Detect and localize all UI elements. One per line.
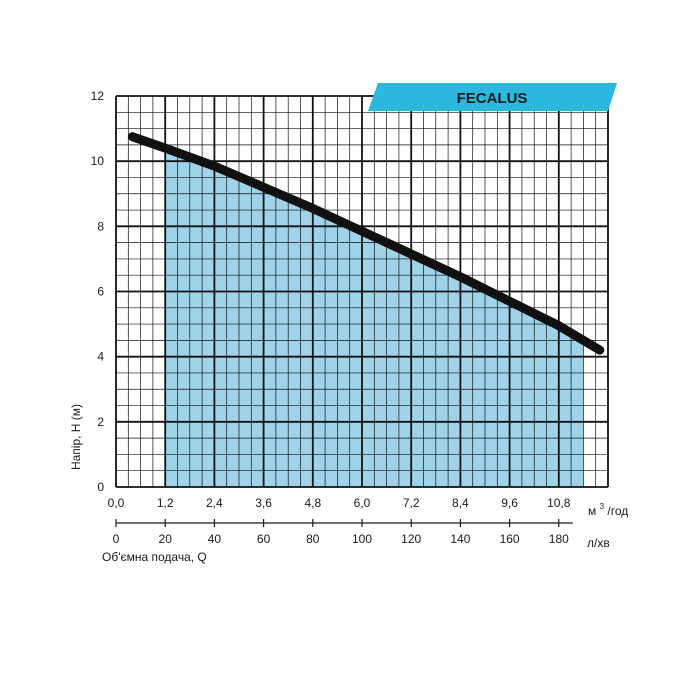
grid [115, 95, 609, 488]
x-tick-label: 3,6 [255, 496, 272, 510]
x-axis-label-secondary: Об'ємна подача, Q [102, 550, 207, 564]
x2-tick-label: 100 [352, 532, 372, 546]
x-unit-superscript: 3 [600, 502, 605, 511]
y-tick-label: 6 [97, 285, 104, 299]
y-tick-labels: 0 2 4 6 8 10 12 [91, 89, 105, 494]
x2-tick-label: 120 [401, 532, 421, 546]
x-unit-base: м [588, 504, 596, 518]
y-tick-label: 4 [97, 350, 104, 364]
x2-tick-label: 160 [500, 532, 520, 546]
y-tick-label: 0 [97, 480, 104, 494]
x-tick-label: 4,8 [304, 496, 321, 510]
x-axis-unit-primary: м 3 /год [588, 498, 628, 518]
x2-tick-label: 80 [306, 532, 320, 546]
x-tick-label: 8,4 [452, 496, 469, 510]
x-axis-unit-secondary: л/хв [587, 536, 610, 550]
x-tick-label: 9,6 [501, 496, 518, 510]
brand-banner [368, 83, 617, 111]
x-tick-label: 1,2 [157, 496, 174, 510]
series-layer [127, 132, 605, 355]
y-tick-label: 10 [91, 154, 105, 168]
x-unit-tail: /год [607, 504, 628, 518]
x-tick-label: 10,8 [547, 496, 571, 510]
x2-tick-label: 0 [113, 532, 120, 546]
y-axis-label: Напір, H (м) [69, 404, 83, 470]
x-tick-label: 7,2 [403, 496, 420, 510]
x2-tick-labels: 0 20 40 60 80 100 120 140 160 180 [113, 519, 573, 546]
x2-tick-label: 140 [450, 532, 470, 546]
y-tick-label: 12 [91, 89, 105, 103]
x-tick-label: 6,0 [354, 496, 371, 510]
x2-tick-label: 20 [159, 532, 173, 546]
x-tick-label: 2,4 [206, 496, 223, 510]
y-tick-label: 2 [97, 415, 104, 429]
x-tick-label: 0,0 [108, 496, 125, 510]
x2-tick-label: 60 [257, 532, 271, 546]
x-tick-labels: 0,0 1,2 2,4 3,6 4,8 6,0 7,2 8,4 9,6 10,8 [108, 496, 571, 510]
x2-tick-label: 180 [549, 532, 569, 546]
brand-label: FECALUS [457, 90, 528, 107]
x2-tick-label: 40 [208, 532, 222, 546]
y-tick-label: 8 [97, 219, 104, 233]
